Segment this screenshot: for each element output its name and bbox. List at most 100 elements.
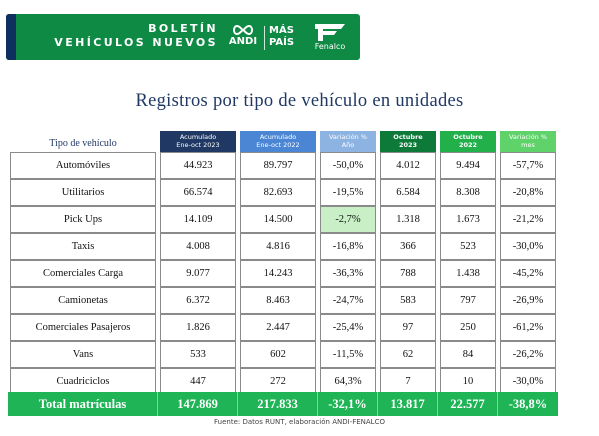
value-cell: -20,8%	[500, 179, 556, 206]
total-value-cell: 13.817	[378, 392, 438, 416]
vehicle-type-cell: Pick Ups	[10, 206, 156, 233]
total-value-cell: 147.869	[158, 392, 238, 416]
value-cell: -26,9%	[500, 287, 556, 314]
value-cell: 366	[380, 233, 436, 260]
table-row: Taxis 4.008 4.816 -16,8% 366 523 -30,0%	[8, 233, 558, 260]
value-cell: 2.447	[240, 314, 316, 341]
value-cell: -19,5%	[320, 179, 376, 206]
andi-infinity-icon	[233, 24, 253, 36]
column-header-line2: Ene-oct 2022	[256, 141, 300, 149]
value-cell: 583	[380, 287, 436, 314]
vehicle-type-cell: Camionetas	[10, 287, 156, 314]
value-cell: 66.574	[160, 179, 236, 206]
value-cell: 97	[380, 314, 436, 341]
vehicle-registration-table: Automóviles 44.923 89.797 -50,0% 4.012 9.494-…	[8, 152, 558, 395]
value-cell: -21,2%	[500, 206, 556, 233]
value-cell: 9.494	[440, 152, 496, 179]
column-header-line1: Variación %	[508, 133, 548, 141]
fenalco-logo-text: Fenalco	[314, 42, 346, 51]
column-header-line2: Año	[341, 141, 355, 149]
column-header-5: Octubre 2022	[440, 131, 496, 152]
value-cell: 523	[440, 233, 496, 260]
total-value-cell: -32,1%	[318, 392, 378, 416]
banner-title-line1: BOLETÍN	[148, 22, 218, 35]
value-cell: 9.077	[160, 260, 236, 287]
total-row: Total matrículas 147.869 217.833 -32,1% 13.8…	[8, 392, 558, 416]
value-cell: 8.308	[440, 179, 496, 206]
value-cell: 4.012	[380, 152, 436, 179]
total-label: Total matrículas	[8, 392, 158, 416]
value-cell: 62	[380, 341, 436, 368]
value-cell: -25,4%	[320, 314, 376, 341]
banner-title: BOLETÍN VEHÍCULOS NUEVOS	[48, 22, 218, 50]
value-cell: -36,3%	[320, 260, 376, 287]
table-row: Comerciales Pasajeros 1.826 2.447 -25,4% 97 2…	[8, 314, 558, 341]
value-cell: 4.816	[240, 233, 316, 260]
value-cell: 1.826	[160, 314, 236, 341]
andi-logo-text: ANDI	[228, 36, 258, 47]
value-cell: -24,7%	[320, 287, 376, 314]
value-cell: 4.008	[160, 233, 236, 260]
fenalco-logo: Fenalco	[304, 22, 356, 52]
value-cell: 14.500	[240, 206, 316, 233]
table-row: Pick Ups 14.109 14.500 -2,7% 1.318 1.673 -21,2…	[8, 206, 558, 233]
value-cell: 89.797	[240, 152, 316, 179]
value-cell: 14.109	[160, 206, 236, 233]
value-cell: 447	[160, 368, 236, 395]
value-cell: 7	[380, 368, 436, 395]
vehicle-type-cell: Comerciales Carga	[10, 260, 156, 287]
value-cell: -11,5%	[320, 341, 376, 368]
andi-logo: ANDI	[228, 23, 258, 53]
value-cell: -30,0%	[500, 368, 556, 395]
value-cell: 6.372	[160, 287, 236, 314]
value-cell: 10	[440, 368, 496, 395]
bulletin-banner: BOLETÍN VEHÍCULOS NUEVOS ANDI MÁS PAÍS F…	[6, 14, 360, 60]
column-header-2: Acumulado Ene-oct 2022	[240, 131, 316, 152]
vehicle-type-cell: Taxis	[10, 233, 156, 260]
vehicle-type-cell: Vans	[10, 341, 156, 368]
column-header-1: Acumulado Ene-oct 2023	[160, 131, 236, 152]
value-cell: 788	[380, 260, 436, 287]
value-cell: 1.673	[440, 206, 496, 233]
table-row: Comerciales Carga 9.077 14.243 -36,3% 788 1.4…	[8, 260, 558, 287]
banner-title-line2: VEHÍCULOS NUEVOS	[54, 36, 218, 49]
column-header-line1: Octubre	[453, 133, 483, 141]
column-header-3: Variación % Año	[320, 131, 376, 152]
value-cell: 82.693	[240, 179, 316, 206]
column-header-line1: Acumulado	[259, 133, 297, 141]
value-cell: -26,2%	[500, 341, 556, 368]
column-header-line1: Octubre	[393, 133, 423, 141]
value-cell: -50,0%	[320, 152, 376, 179]
value-cell: 14.243	[240, 260, 316, 287]
value-cell: 1.438	[440, 260, 496, 287]
table-row: Utilitarios 66.574 82.693 -19,5% 6.584 8.308-…	[8, 179, 558, 206]
source-note: Fuente: Datos RUNT, elaboración ANDI-FEN…	[214, 418, 385, 426]
table-row: Cuadriciclos 447 272 64,3% 7 10 -30,0%	[8, 368, 558, 395]
value-cell: 533	[160, 341, 236, 368]
value-cell: 8.463	[240, 287, 316, 314]
table-row: Vans 533 602 -11,5% 62 84 -26,2%	[8, 341, 558, 368]
banner-accent-stripe	[6, 14, 16, 60]
total-value-cell: -38,8%	[508, 397, 548, 411]
vehicle-type-cell: Utilitarios	[10, 179, 156, 206]
vehicle-type-cell: Comerciales Pasajeros	[10, 314, 156, 341]
value-cell: -61,2%	[500, 314, 556, 341]
value-cell: 602	[240, 341, 316, 368]
value-cell: 797	[440, 287, 496, 314]
column-header-line1: Acumulado	[179, 133, 217, 141]
vehicle-type-cell: Cuadriciclos	[10, 368, 156, 395]
total-value-cell: 217.833	[238, 392, 318, 416]
value-cell: 6.584	[380, 179, 436, 206]
mas-pais-logo: MÁS PAÍS	[269, 25, 299, 49]
value-cell: 250	[440, 314, 496, 341]
mas-pais-logo-line2: PAÍS	[269, 37, 295, 48]
value-cell: 44.923	[160, 152, 236, 179]
value-cell: -16,8%	[320, 233, 376, 260]
column-header-4: Octubre 2023	[380, 131, 436, 152]
value-cell: -2,7%	[320, 206, 376, 233]
total-value-cell: 22.577	[438, 392, 498, 416]
value-cell: -45,2%	[500, 260, 556, 287]
column-header-line2: 2023	[398, 141, 418, 149]
value-cell: -30,0%	[500, 233, 556, 260]
mas-pais-logo-line1: MÁS	[269, 25, 294, 36]
